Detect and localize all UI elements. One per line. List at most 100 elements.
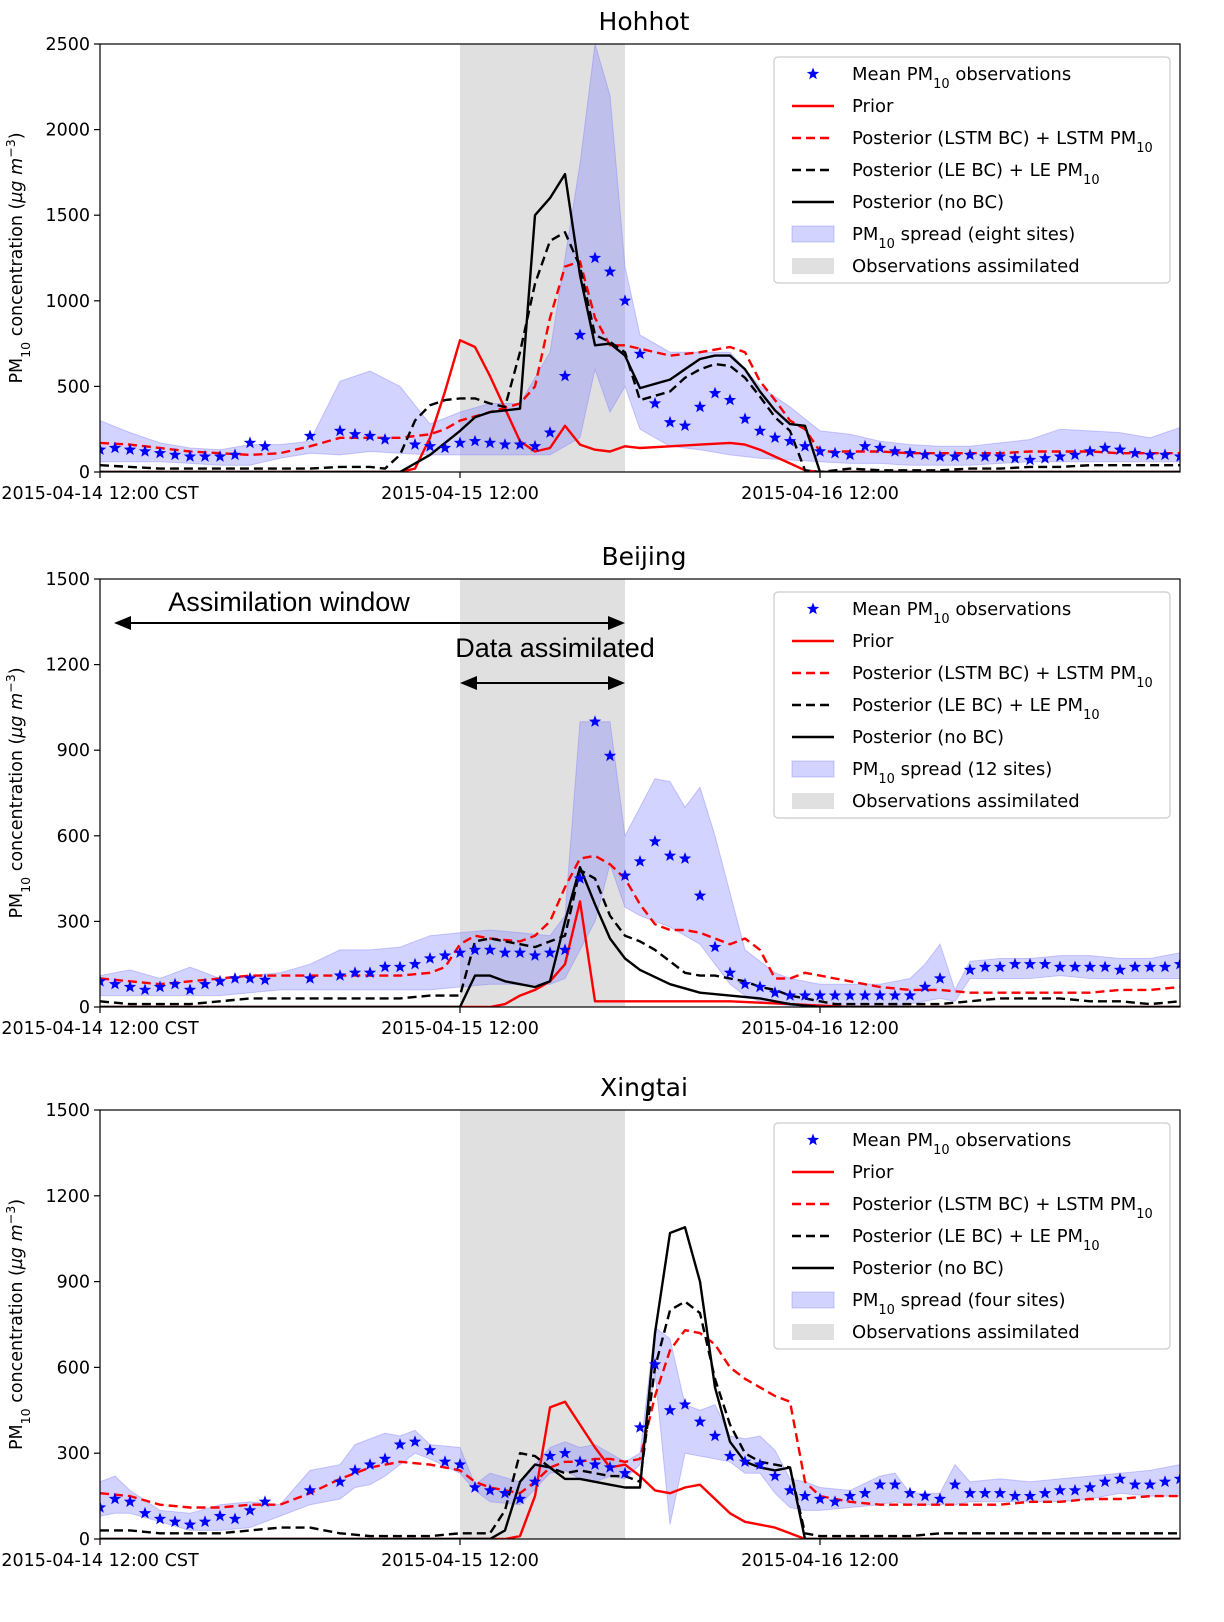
observation-point [558,1446,572,1459]
observation-point [993,1486,1007,1499]
observation-point [783,434,797,447]
observation-point [100,443,107,455]
observation-point [303,972,317,984]
observation-point [498,946,512,958]
observation-point [483,436,497,449]
observation-point [333,969,347,981]
posterior-nobc-line [100,866,1180,1007]
observation-point [1113,963,1127,976]
observation-point [903,446,917,459]
y-axis-label: PM10 concentration (µg m−3) [3,667,33,918]
observation-point [483,943,497,956]
y-tick-label: 600 [57,1358,90,1378]
observation-point [933,450,947,462]
observation-point [663,849,677,861]
legend-label-nobc: Posterior (no BC) [852,727,1004,748]
observation-point [633,855,647,867]
observation-point [183,450,197,462]
observation-point [468,943,482,956]
observation-point [768,986,782,998]
observation-point [693,889,707,901]
observation-point [243,972,257,984]
observation-point [1083,960,1097,973]
observation-point [1113,443,1127,455]
chart-panel-beijing: 0 300 600 900 1200 1500 2015-04-14 12:00 CST 20… [1,542,1181,1039]
observation-point [843,1489,857,1502]
observation-point [723,393,737,406]
legend-box [773,591,1171,819]
observation-point [618,294,632,307]
data-assimilated-arrow-head-right [608,676,625,690]
posterior-nobc-line [100,1226,1180,1539]
observation-point [873,1478,887,1490]
observation-point [543,946,557,958]
observation-point [1023,1489,1037,1502]
observation-point [438,441,452,454]
observation-point [198,977,212,990]
observation-point [708,1429,722,1442]
legend-label-assim: Observations assimilated [852,791,1080,812]
x-tick-label: 2015-04-15 12:00 [381,484,539,504]
observation-point [828,446,842,459]
observation-point [183,1518,197,1530]
x-tick-label: 2015-04-16 12:00 [741,484,899,504]
observation-point [513,946,527,958]
observation-point [528,1475,542,1488]
observation-point [348,966,362,978]
legend-label-assim: Observations assimilated [852,256,1080,277]
observation-point [738,412,752,425]
legend-label-lstm: Posterior (LSTM BC) + LSTM PM10 [852,663,1153,691]
legend-swatch-assimilated [792,258,834,274]
observation-point [483,1483,497,1496]
posterior-le-line [100,231,1180,472]
y-tick-label: 0 [79,463,90,483]
observation-point [138,983,152,996]
observation-point [243,1503,257,1516]
observation-point [1083,1481,1097,1493]
observation-point [168,977,182,990]
chart-panel-xingtai: 0 300 600 900 1200 1500 2015-04-14 12:00 CST 20… [1,1073,1181,1571]
observation-point [978,960,992,973]
chart-panel-hohhot: 0 500 1000 1500 2000 2500 2015-04-14 12:00 CST… [1,7,1181,504]
y-tick-label: 300 [57,1444,90,1464]
observation-point [978,1486,992,1499]
observation-point [138,445,152,457]
x-tick-label: 2015-04-16 12:00 [741,1551,899,1571]
observation-point [303,429,317,442]
observation-point [1098,960,1112,973]
observation-point [1143,1478,1157,1490]
observation-point [573,1455,587,1467]
legend-label-nobc: Posterior (no BC) [852,192,1004,213]
observation-point [1053,1483,1067,1496]
legend-marker-star [806,1133,820,1146]
legend-marker-star [806,602,820,615]
observation-point [918,1489,932,1502]
observation-point [723,966,737,978]
observation-point [528,949,542,961]
observation-point [603,749,617,762]
x-tick-label: 2015-04-14 12:00 CST [1,484,199,504]
legend: Mean PM10 observations Prior Posterior (LS… [773,1122,1171,1350]
y-tick-label: 1200 [45,656,90,676]
legend: Mean PM10 observations Prior Posterior (LS… [773,591,1171,819]
observation-point [543,426,557,438]
posterior-lstm-line [100,260,1180,457]
plot-frame [99,578,1181,1008]
observation-point [468,434,482,447]
legend-swatch-spread [791,760,835,778]
posterior-le-line [100,868,1180,1006]
y-axis-label: PM10 concentration (µg m−3) [3,132,33,383]
observation-point [393,960,407,973]
observation-point [1038,1486,1052,1499]
observation-point [100,1501,107,1513]
data-assimilated-arrow-head-left [460,676,477,690]
observation-point [213,450,227,462]
x-tick-label: 2015-04-15 12:00 [381,1551,539,1571]
observation-point [1053,450,1067,462]
observation-point [693,1415,707,1427]
prior-line [100,1400,1180,1539]
observation-point [1068,448,1082,461]
observation-point [948,1478,962,1490]
observation-point [633,1421,647,1433]
observation-point [573,328,587,341]
